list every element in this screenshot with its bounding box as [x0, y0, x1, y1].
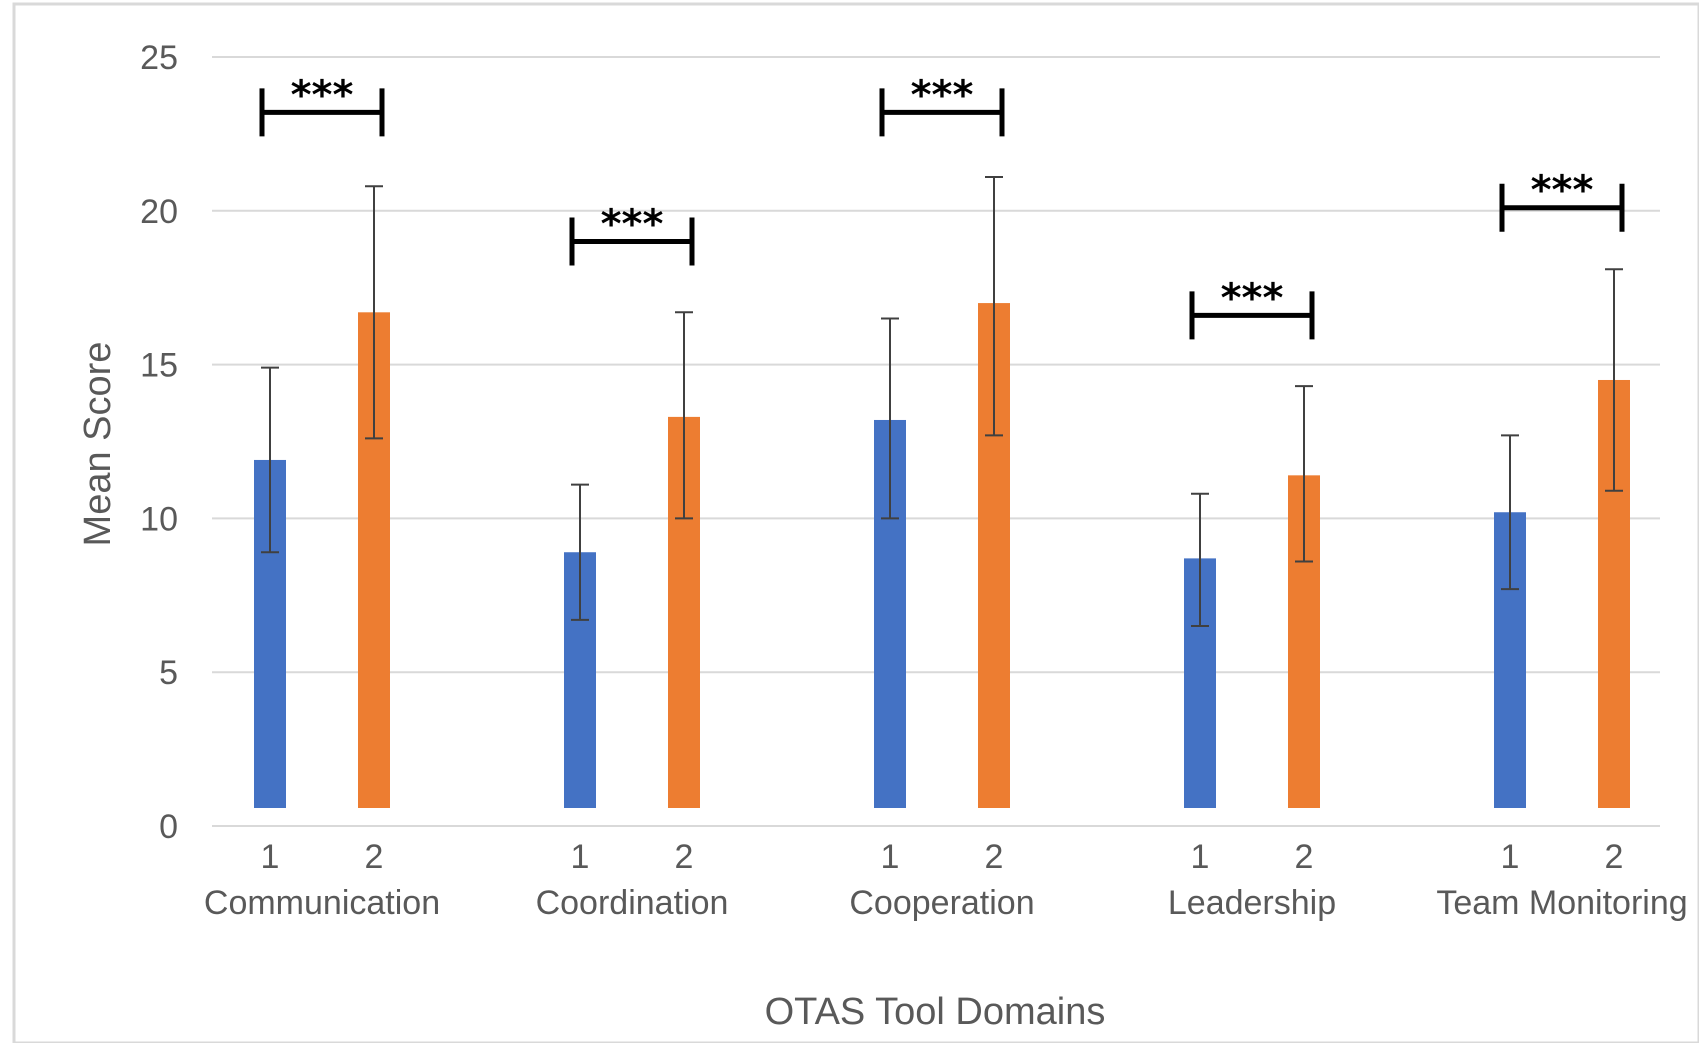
y-axis-ticks: 0 5 10 15 20 25	[140, 39, 178, 846]
significance-brackets: *** *** *** *** ***	[259, 72, 1625, 340]
x-category-label: Coordination	[536, 884, 729, 922]
y-tick-label: 15	[140, 347, 178, 385]
significance-label: ***	[601, 202, 664, 248]
error-bars	[261, 175, 1623, 628]
y-tick-label: 10	[140, 500, 178, 538]
y-tick-label: 5	[159, 654, 178, 692]
significance-label: ***	[1221, 275, 1284, 321]
y-axis-title: Mean Score	[77, 342, 119, 547]
x-sub-tick-label: 2	[1295, 838, 1314, 876]
x-sub-tick-label: 1	[1501, 838, 1520, 876]
x-sub-tick-label: 1	[1191, 838, 1210, 876]
x-sub-tick-label: 2	[985, 838, 1004, 876]
bars	[254, 303, 1630, 808]
gridlines	[212, 56, 1660, 827]
x-category-label: Team Monitoring	[1436, 884, 1687, 922]
y-tick-label: 25	[140, 39, 178, 77]
x-sub-tick-label: 1	[881, 838, 900, 876]
x-sub-tick-label: 2	[675, 838, 694, 876]
y-tick-label: 0	[159, 808, 178, 846]
x-axis-ticks: 1 2 Communication 1 2 Coordination 1 2 Cooperati…	[204, 838, 1688, 922]
x-axis-title: OTAS Tool Domains	[765, 991, 1106, 1033]
x-category-label: Leadership	[1168, 884, 1336, 922]
x-category-label: Communication	[204, 884, 440, 922]
y-tick-label: 20	[140, 193, 178, 231]
x-sub-tick-label: 1	[571, 838, 590, 876]
x-sub-tick-label: 2	[1605, 838, 1624, 876]
significance-label: ***	[911, 72, 974, 118]
significance-label: ***	[291, 72, 354, 118]
x-sub-tick-label: 1	[261, 838, 280, 876]
chart-border	[12, 2, 1699, 1043]
x-category-label: Cooperation	[849, 884, 1034, 922]
x-sub-tick-label: 2	[365, 838, 384, 876]
significance-label: ***	[1531, 168, 1594, 214]
